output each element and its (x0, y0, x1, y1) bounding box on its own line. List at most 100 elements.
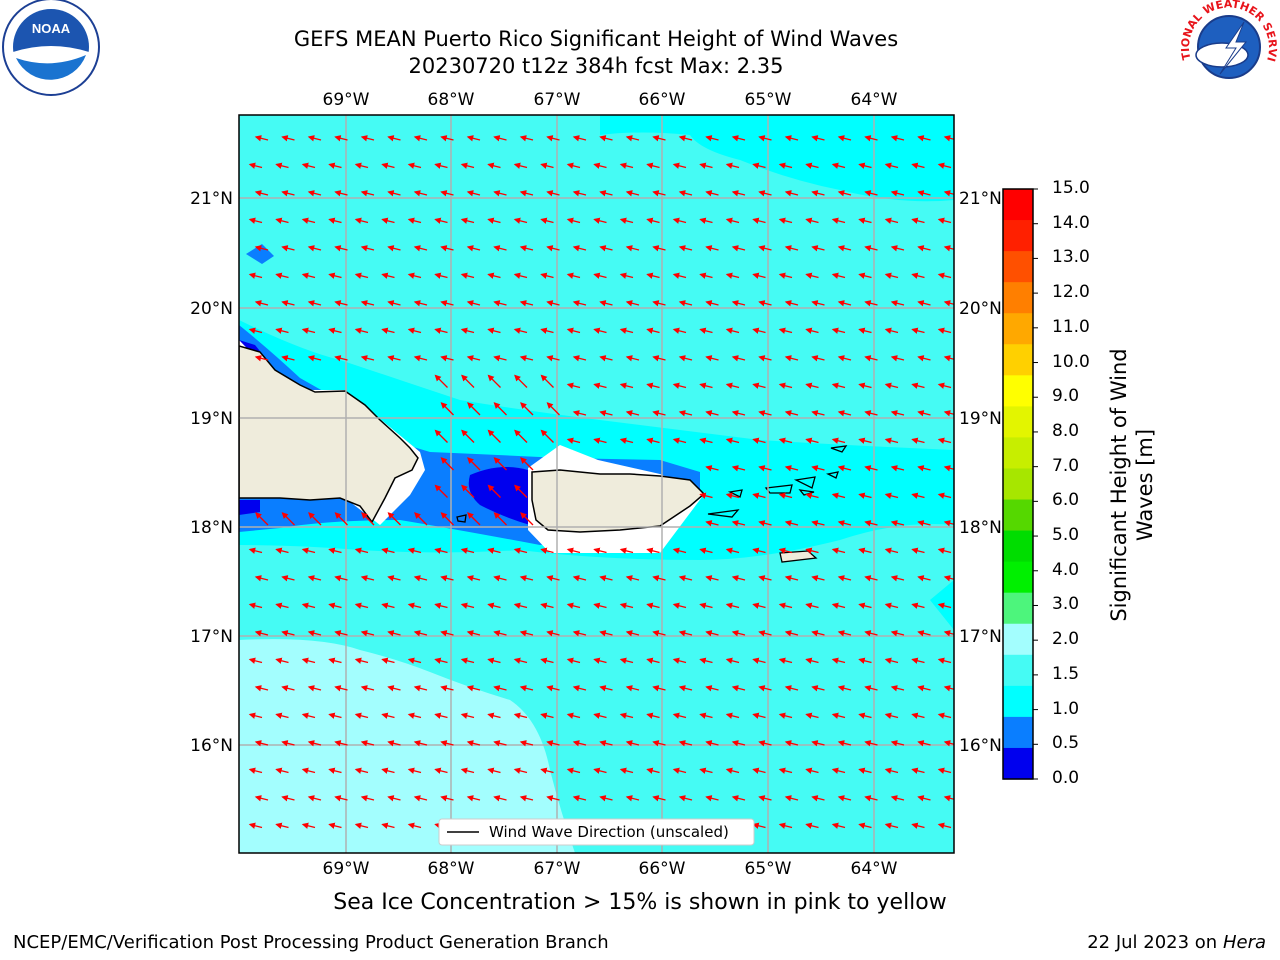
wind-arrow (460, 327, 475, 334)
wind-arrow (837, 245, 852, 252)
wind-arrow (407, 547, 422, 554)
wind-arrow (705, 355, 719, 362)
lon-label-bottom: 66°W (639, 859, 686, 879)
wind-arrow (678, 355, 693, 362)
colorbar-title: Significant Height of Wind Waves [m] (1107, 348, 1157, 622)
wind-arrow (434, 484, 448, 498)
wind-arrow (440, 575, 454, 582)
wind-arrow (519, 630, 534, 637)
wind-arrow (566, 547, 581, 554)
wind-arrow (308, 512, 322, 526)
wind-arrow (334, 190, 348, 197)
wind-arrow (831, 767, 846, 774)
wind-arrow (328, 162, 342, 169)
wind-arrow (646, 327, 660, 334)
colorbar-segment (1003, 189, 1033, 221)
wind-arrow (937, 767, 952, 774)
wind-arrow (493, 795, 507, 802)
wind-arrow (672, 712, 687, 719)
wind-arrow (546, 685, 560, 692)
wind-arrow (413, 190, 428, 197)
wind-arrow (784, 795, 799, 802)
wind-arrow (699, 767, 713, 774)
wind-arrow (652, 740, 666, 747)
wind-arrow (301, 657, 316, 664)
wind-arrow (758, 465, 772, 472)
wind-arrow (890, 520, 905, 527)
wind-arrow (625, 355, 640, 362)
wind-arrow (884, 492, 899, 499)
wind-arrow (943, 410, 954, 417)
wind-arrow (413, 630, 428, 637)
wind-arrow (890, 300, 905, 307)
lat-label-left: 19°N (190, 409, 233, 429)
colorbar-segment (1003, 282, 1033, 314)
wind-arrow (599, 630, 613, 637)
wind-arrow (381, 327, 395, 334)
wind-arrow (699, 162, 713, 169)
wind-arrow (540, 374, 554, 388)
wind-arrow (911, 272, 925, 279)
wind-arrow (625, 135, 640, 142)
wind-arrow (248, 657, 263, 664)
wind-arrow (519, 575, 534, 582)
wind-arrow (672, 162, 687, 169)
wind-arrow (725, 217, 740, 224)
wind-arrow (625, 630, 640, 637)
wind-arrow (281, 300, 295, 307)
wind-arrow (254, 740, 269, 747)
wind-arrow (652, 685, 666, 692)
wind-arrow (699, 547, 713, 554)
wind-arrow (937, 272, 952, 279)
wind-arrow (805, 492, 819, 499)
wind-arrow (301, 217, 316, 224)
wind-arrow (254, 135, 269, 142)
wind-arrow (705, 685, 719, 692)
lat-label-left: 21°N (190, 189, 233, 209)
wind-arrow (858, 162, 872, 169)
colorbar (1002, 188, 1038, 780)
wind-arrow (434, 162, 448, 169)
wind-arrow (487, 272, 501, 279)
wind-arrow (911, 547, 925, 554)
wind-arrow (407, 657, 422, 664)
wind-arrow (831, 492, 846, 499)
wind-arrow (593, 547, 607, 554)
wind-arrow (884, 162, 899, 169)
wind-arrow (440, 190, 454, 197)
wind-arrow (805, 327, 819, 334)
wind-arrow (248, 767, 263, 774)
wind-arrow (572, 245, 587, 252)
wind-arrow (672, 602, 687, 609)
wind-arrow (440, 135, 454, 142)
wind-arrow (831, 712, 846, 719)
wind-arrow (805, 822, 819, 829)
wind-arrow (943, 630, 954, 637)
wind-arrow (864, 685, 878, 692)
wind-arrow (917, 355, 931, 362)
wind-arrow (381, 547, 395, 554)
puerto-rico-land (531, 469, 706, 533)
wind-arrow (254, 630, 269, 637)
wind-arrow (811, 355, 825, 362)
wind-arrow (546, 190, 560, 197)
wind-arrow (360, 135, 375, 142)
wind-arrow (566, 272, 581, 279)
wind-arrow (731, 630, 746, 637)
wind-arrow (519, 300, 534, 307)
wind-arrow (407, 162, 422, 169)
chart-title: GEFS MEAN Puerto Rico Significant Height… (293, 27, 899, 51)
wind-arrow (725, 272, 740, 279)
wind-arrow (275, 327, 289, 334)
wind-arrow (519, 740, 534, 747)
wind-arrow (758, 410, 772, 417)
footer-credit: NCEP/EMC/Verification Post Processing Pr… (13, 932, 609, 953)
wind-arrow (275, 657, 289, 664)
wind-arrow (520, 457, 534, 471)
wind-arrow (864, 795, 878, 802)
wind-arrow (540, 712, 554, 719)
wind-arrow (731, 465, 746, 472)
wind-arrow (513, 272, 528, 279)
wind-arrow (646, 767, 660, 774)
wind-arrow (646, 217, 660, 224)
